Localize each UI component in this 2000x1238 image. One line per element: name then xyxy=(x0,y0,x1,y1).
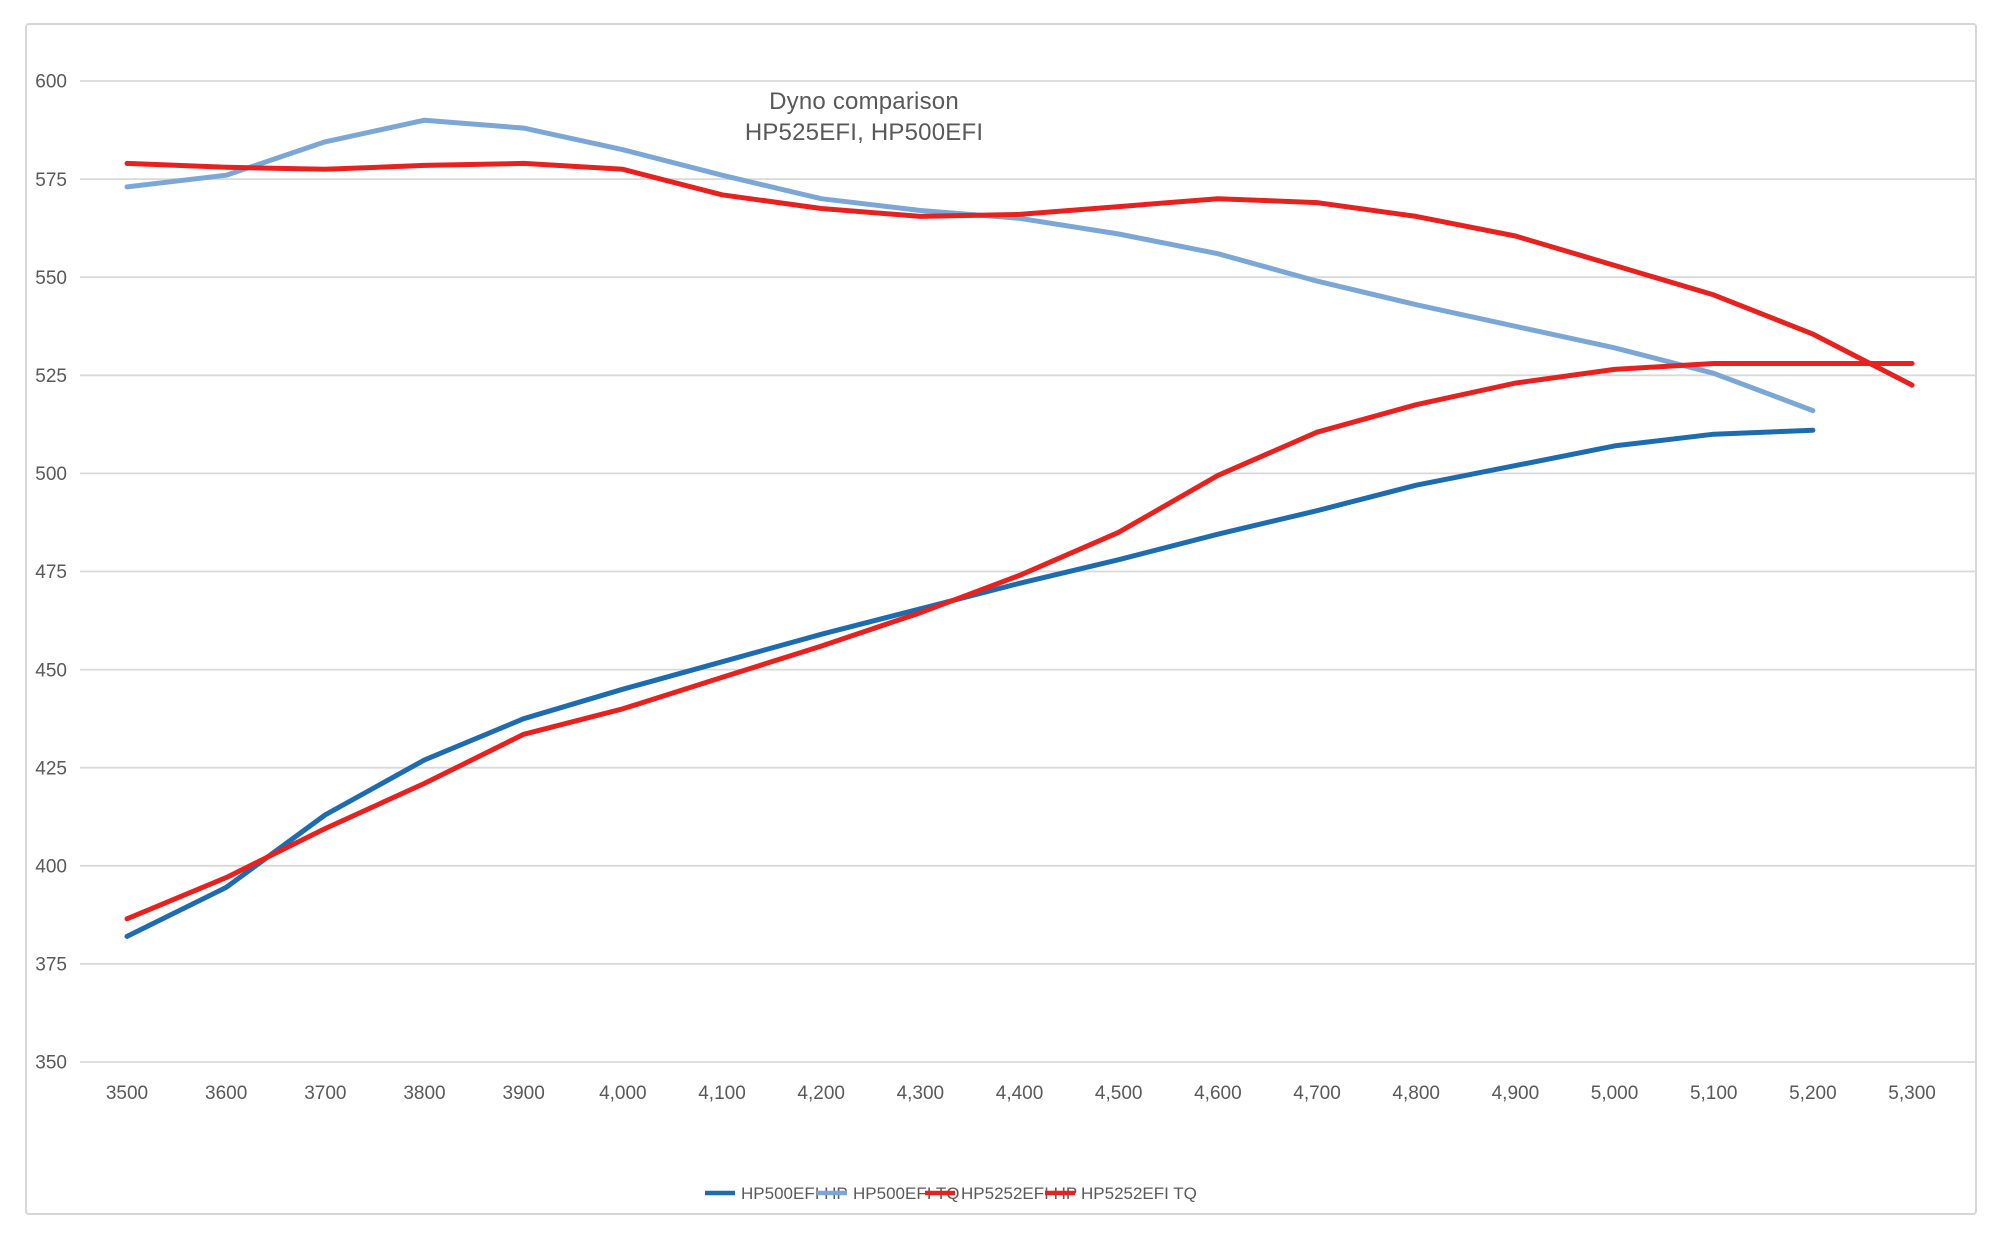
series-line-HP5252EFI-TQ[interactable] xyxy=(124,160,1915,388)
chart-frame-border xyxy=(25,23,1977,1215)
x-tick-4,000: 4,000 xyxy=(599,1083,647,1104)
y-tick-575: 575 xyxy=(35,170,67,191)
legend-item-HP500EFI-TQ[interactable]: HP500EFI TQ xyxy=(817,1184,959,1203)
gridlines xyxy=(80,80,1977,1063)
y-axis-labels: 350 375 400 425 450 475 500 525 550 575 600 xyxy=(35,72,67,1074)
series-line-HP500EFI-HP[interactable] xyxy=(124,427,1816,939)
series-line-HP5252EFI-HP[interactable] xyxy=(124,361,1915,922)
y-tick-375: 375 xyxy=(35,955,67,976)
legend-label-HP5252EFI-HP: HP5252EFI HP xyxy=(961,1184,1077,1203)
x-tick-5,200: 5,200 xyxy=(1789,1083,1837,1104)
y-tick-425: 425 xyxy=(35,758,67,779)
x-axis-labels: 3500 3600 3700 3800 3900 4,000 4,100 4,200 4,300… xyxy=(106,1083,1936,1104)
legend-label-HP500EFI-HP: HP500EFI HP xyxy=(741,1184,848,1203)
x-tick-5,100: 5,100 xyxy=(1690,1083,1738,1104)
y-tick-350: 350 xyxy=(35,1053,67,1074)
x-tick-4,300: 4,300 xyxy=(897,1083,945,1104)
x-tick-4,600: 4,600 xyxy=(1194,1083,1242,1104)
y-tick-525: 525 xyxy=(35,366,67,387)
x-tick-3800: 3800 xyxy=(403,1083,445,1104)
x-tick-4,200: 4,200 xyxy=(797,1083,845,1104)
x-tick-3700: 3700 xyxy=(304,1083,346,1104)
x-tick-4,100: 4,100 xyxy=(698,1083,746,1104)
y-tick-600: 600 xyxy=(35,72,67,93)
chart-legend: HP500EFI HP HP500EFI TQ HP5252EFI HP HP5252… xyxy=(705,1184,1197,1203)
series-line-HP500EFI-TQ[interactable] xyxy=(124,117,1816,414)
y-tick-500: 500 xyxy=(35,464,67,485)
x-tick-3500: 3500 xyxy=(106,1083,148,1104)
x-tick-4,700: 4,700 xyxy=(1293,1083,1341,1104)
y-tick-475: 475 xyxy=(35,562,67,583)
y-tick-450: 450 xyxy=(35,660,67,681)
x-tick-5,000: 5,000 xyxy=(1591,1083,1639,1104)
legend-item-HP5252EFI-TQ[interactable]: HP5252EFI TQ xyxy=(1045,1184,1197,1203)
legend-label-HP5252EFI-TQ: HP5252EFI TQ xyxy=(1081,1184,1197,1203)
chart-title[interactable]: Dyno comparison HP525EFI, HP500EFI xyxy=(364,86,1364,148)
x-tick-3900: 3900 xyxy=(503,1083,545,1104)
x-tick-5,300: 5,300 xyxy=(1888,1083,1936,1104)
legend-item-HP5252EFI-HP[interactable]: HP5252EFI HP xyxy=(925,1184,1077,1203)
chart-title-line-1: Dyno comparison xyxy=(769,88,959,115)
x-tick-4,400: 4,400 xyxy=(996,1083,1044,1104)
y-tick-550: 550 xyxy=(35,268,67,289)
chart-title-line-2: HP525EFI, HP500EFI xyxy=(744,119,984,146)
legend-label-HP500EFI-TQ: HP500EFI TQ xyxy=(853,1184,959,1203)
x-tick-4,500: 4,500 xyxy=(1095,1083,1143,1104)
legend-item-HP500EFI-HP[interactable]: HP500EFI HP xyxy=(705,1184,848,1203)
series-lines xyxy=(124,117,1915,939)
x-tick-3600: 3600 xyxy=(205,1083,247,1104)
x-tick-4,900: 4,900 xyxy=(1492,1083,1540,1104)
x-tick-4,800: 4,800 xyxy=(1392,1083,1440,1104)
y-tick-400: 400 xyxy=(35,856,67,877)
